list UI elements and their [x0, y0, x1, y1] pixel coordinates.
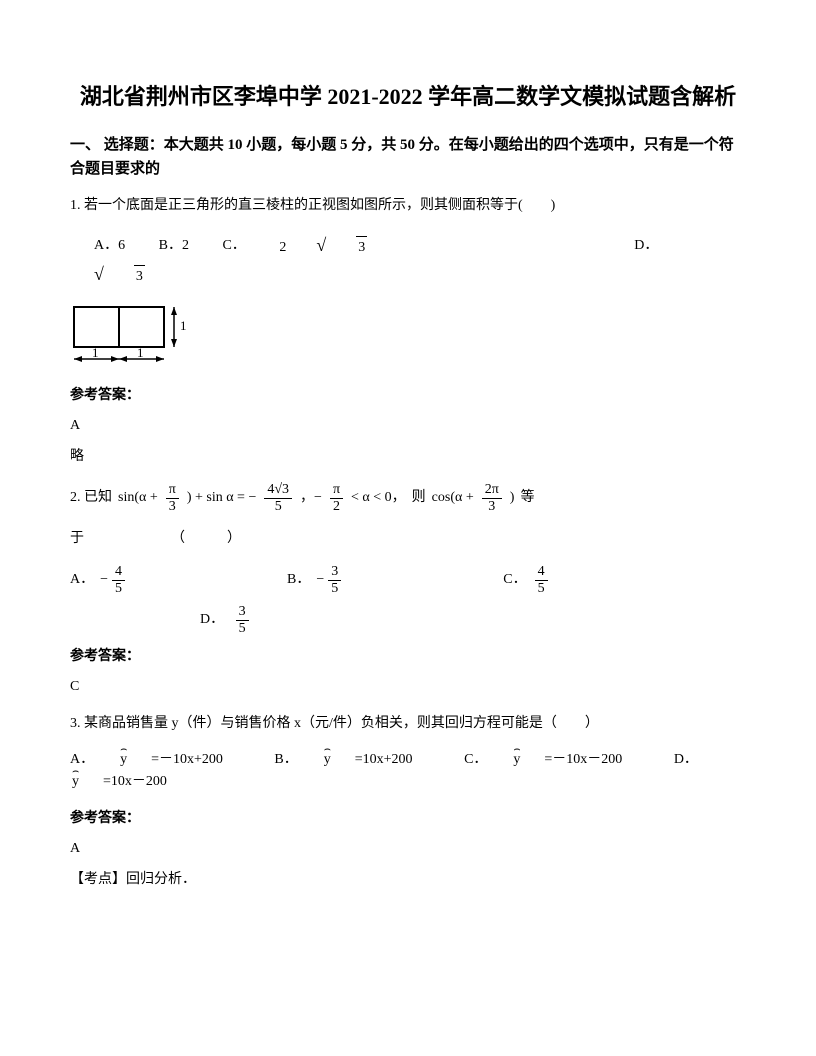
- q1-optA: A．6: [94, 238, 125, 253]
- q1-ans: A: [70, 415, 746, 437]
- q3-optA: A．y=－10x+200: [70, 752, 247, 767]
- q3-text: 3. 某商品销售量 y（件）与销售价格 x（元/件）负相关，则其回归方程可能是（…: [70, 713, 746, 735]
- q1-options: A．6 B．2 C． 2√3 D． √3: [94, 231, 746, 289]
- q1-figure: 1 1 1: [70, 303, 746, 375]
- section-heading: 一、 选择题：本大题共 10 小题，每小题 5 分，共 50 分。在每小题给出的…: [70, 133, 746, 181]
- q2-opts-row1: A． −45 B． −35 C． 45: [70, 564, 746, 596]
- q1-optB: B．2: [159, 238, 189, 253]
- svg-text:1: 1: [180, 318, 187, 333]
- q3-options: A．y=－10x+200 B．y=10x+200 C．y=－10x－200 D．…: [70, 749, 746, 794]
- q3-ans: A: [70, 838, 746, 860]
- svg-text:1: 1: [92, 345, 99, 360]
- q1-ans-label: 参考答案：: [70, 385, 746, 407]
- q2-optA: A． −45: [70, 564, 127, 596]
- svg-text:1: 1: [137, 345, 144, 360]
- page-title: 湖北省荆州市区李埠中学 2021-2022 学年高二数学文模拟试题含解析: [70, 80, 746, 113]
- q3-ans-label: 参考答案：: [70, 808, 746, 830]
- q1-optC: C． 2√3: [222, 238, 430, 253]
- q2-optC: C． 45: [503, 564, 549, 596]
- q2-opts-row2: D． 35: [200, 604, 746, 636]
- q2-ans-label: 参考答案：: [70, 646, 746, 668]
- q2-optB: B． −35: [287, 564, 343, 596]
- q1-note: 略: [70, 446, 746, 468]
- q3-topic: 【考点】回归分析．: [70, 869, 746, 891]
- q2-ans: C: [70, 676, 746, 698]
- q3-optC: C．y=－10x－200: [464, 752, 646, 767]
- q3-optB: B．y=10x+200: [274, 752, 436, 767]
- q1-text: 1. 若一个底面是正三角形的直三棱柱的正视图如图所示，则其侧面积等于( ): [70, 195, 746, 217]
- q2-line1: 2. 已知 sin(α + π3 ) + sin α = − 4√35 ，− π…: [70, 482, 746, 514]
- q2-line2: 于 （ ）: [70, 528, 746, 550]
